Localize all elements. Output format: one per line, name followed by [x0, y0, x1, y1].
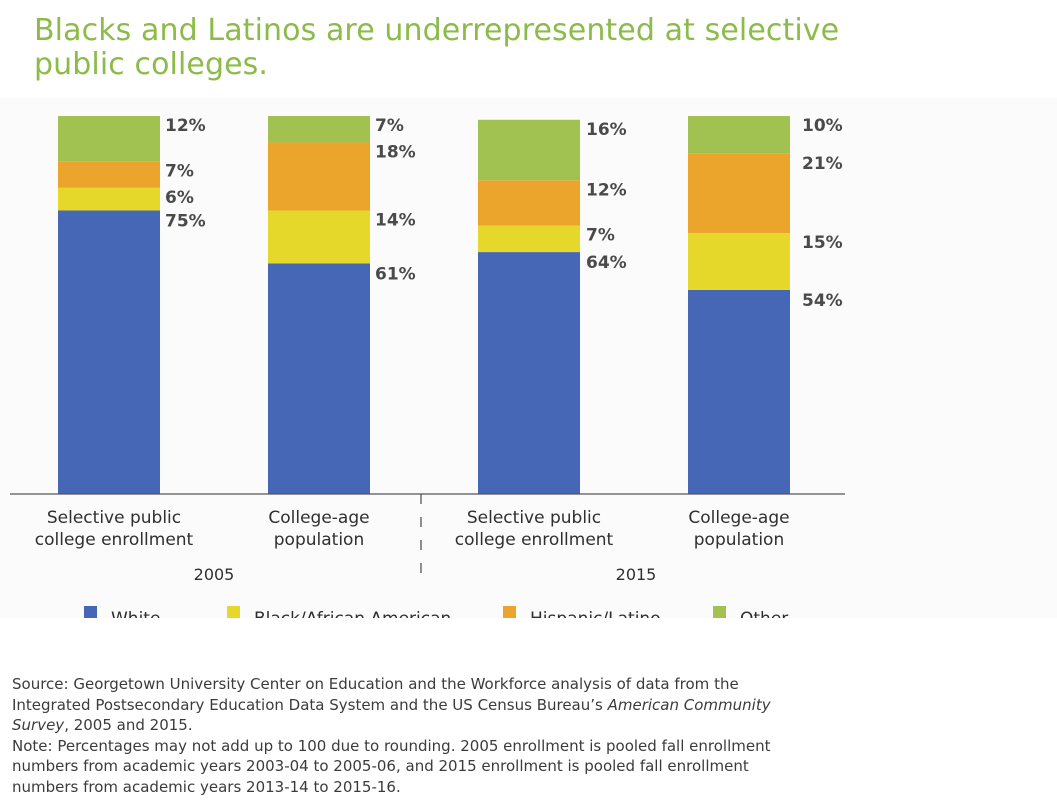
- category-label-1-line-1: Selective public: [47, 508, 181, 528]
- bar-3-black-african-american: [478, 225, 580, 253]
- source-italic-text: American Community Survey: [12, 695, 771, 735]
- value-label-2-white: 61%: [375, 264, 416, 284]
- chart-title: Blacks and Latinos are underrepresented …: [34, 14, 894, 82]
- bar-1-white: [58, 210, 160, 494]
- value-label-4-other: 10%: [802, 116, 843, 136]
- chart-area: 75% 6% 7% 12% 61% 14% 18% 7% 64% 7% 12% 16% 54% 15% 21…: [0, 98, 1057, 618]
- value-label-4-black-african-american: 15%: [802, 233, 843, 253]
- category-label-2-line-2: population: [274, 530, 364, 550]
- bar-2-white: [268, 263, 370, 494]
- bar-1-other: [58, 116, 160, 162]
- bar-3-other: [478, 119, 580, 181]
- value-label-4-hispanic-latino: 21%: [802, 154, 843, 174]
- bar-2-hispanic-latino: [268, 142, 370, 211]
- bar-3-hispanic-latino: [478, 180, 580, 226]
- footnote: Source: Georgetown University Center on …: [12, 674, 812, 797]
- bar-2-other: [268, 116, 370, 143]
- value-label-1-white: 75%: [165, 212, 206, 232]
- chart-title-line-1: Blacks and Latinos are underrepresented …: [34, 13, 840, 48]
- category-label-4-line-2: population: [694, 530, 784, 550]
- bar-4-white: [688, 289, 790, 494]
- value-label-2-black-african-american: 14%: [375, 211, 416, 231]
- bar-2-black-african-american: [268, 210, 370, 264]
- value-label-3-black-african-american: 7%: [586, 226, 615, 246]
- legend-swatch-other: [713, 606, 726, 618]
- value-label-2-hispanic-latino: 18%: [375, 142, 416, 162]
- rounding-note: Note: Percentages may not add up to 100 …: [12, 736, 771, 796]
- source-suffix-text: , 2005 and 2015.: [64, 716, 193, 734]
- stacked-bar-chart: 75% 6% 7% 12% 61% 14% 18% 7% 64% 7% 12% 16% 54% 15% 21…: [10, 116, 845, 618]
- group-label-2015: 2015: [616, 565, 657, 584]
- value-label-1-hispanic-latino: 7%: [165, 161, 194, 181]
- legend-swatch-black-african-american: [227, 606, 240, 618]
- bar-4-black-african-american: [688, 233, 790, 290]
- source-text: Source: Georgetown University Center on …: [12, 675, 739, 714]
- category-label-4-line-1: College-age: [688, 508, 789, 528]
- value-label-3-other: 16%: [586, 120, 627, 140]
- bar-3-white: [478, 252, 580, 494]
- bar-4-other: [688, 116, 790, 154]
- bar-4-hispanic-latino: [688, 153, 790, 234]
- legend-label-hispanic-latino: Hispanic/Latino: [530, 609, 661, 618]
- bar-1-hispanic-latino: [58, 161, 160, 188]
- value-label-3-white: 64%: [586, 253, 627, 273]
- legend-label-white: White: [111, 609, 160, 618]
- category-label-1-line-2: college enrollment: [35, 530, 194, 550]
- category-label-3-line-2: college enrollment: [455, 530, 614, 550]
- source-note: Source: Georgetown University Center on …: [12, 674, 812, 736]
- value-label-1-other: 12%: [165, 116, 206, 136]
- legend-label-black-african-american: Black/African American: [254, 609, 451, 618]
- value-label-4-white: 54%: [802, 291, 843, 311]
- bar-1-black-african-american: [58, 187, 160, 211]
- legend-label-other: Other: [740, 609, 788, 618]
- category-label-2-line-1: College-age: [268, 508, 369, 528]
- category-label-3-line-1: Selective public: [467, 508, 601, 528]
- value-label-3-hispanic-latino: 12%: [586, 180, 627, 200]
- chart-title-line-2: public colleges.: [34, 47, 269, 82]
- value-label-2-other: 7%: [375, 116, 404, 136]
- value-label-1-black-african-american: 6%: [165, 188, 194, 208]
- legend-swatch-hispanic-latino: [503, 606, 516, 618]
- legend-swatch-white: [84, 606, 97, 618]
- group-label-2005: 2005: [194, 565, 235, 584]
